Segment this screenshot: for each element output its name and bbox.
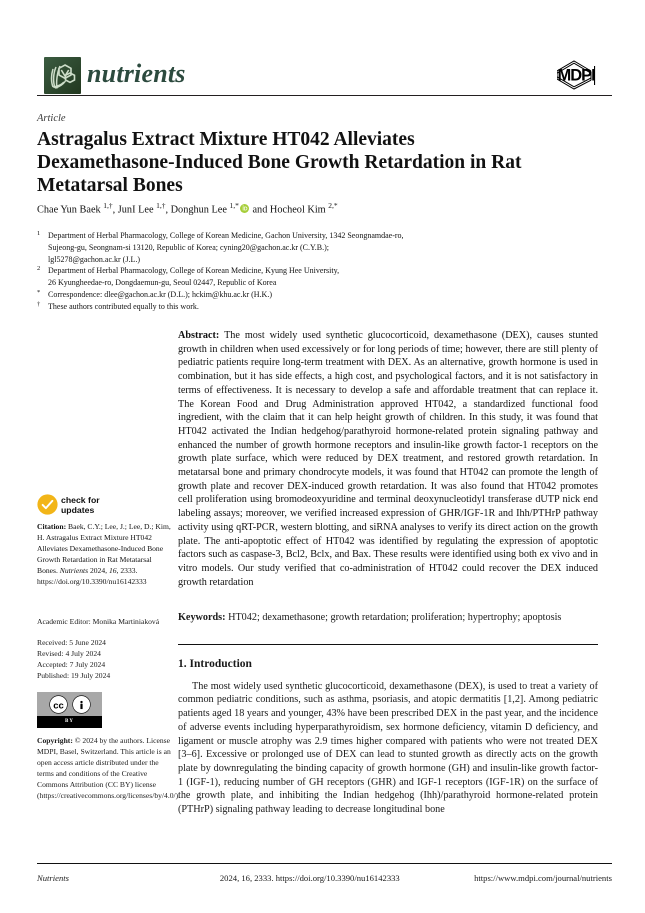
- svg-text:cc: cc: [53, 700, 64, 711]
- svg-text:MDPI: MDPI: [558, 67, 596, 85]
